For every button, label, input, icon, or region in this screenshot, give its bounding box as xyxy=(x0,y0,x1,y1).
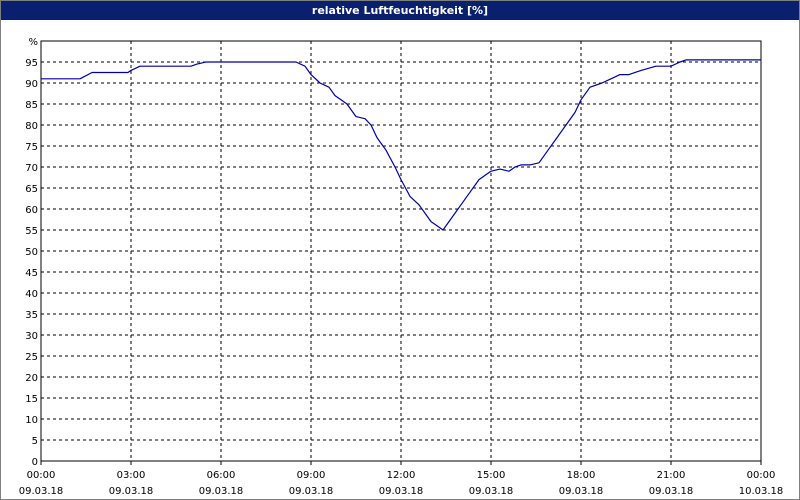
y-tick-label: 80 xyxy=(25,121,38,132)
x-tick-time: 21:00 xyxy=(657,470,686,481)
x-tick-date: 09.03.18 xyxy=(559,486,604,497)
axes xyxy=(40,40,762,465)
y-tick-label: 0 xyxy=(32,457,38,468)
x-tick-date: 09.03.18 xyxy=(199,486,244,497)
y-tick-label: 45 xyxy=(25,268,38,279)
series-layer xyxy=(41,59,761,231)
y-tick-label: 25 xyxy=(25,352,38,363)
x-tick-date: 09.03.18 xyxy=(379,486,424,497)
window-title: relative Luftfeuchtigkeit [%] xyxy=(1,1,799,20)
plot-frame xyxy=(40,40,762,462)
x-tick-time: 00:00 xyxy=(27,470,56,481)
y-tick-label: 85 xyxy=(25,100,38,111)
x-tick-time: 00:00 xyxy=(747,470,776,481)
x-tick-date: 09.03.18 xyxy=(19,486,64,497)
y-tick-label: 35 xyxy=(25,310,38,321)
x-tick-time: 15:00 xyxy=(477,470,506,481)
x-tick-date: 10.03.18 xyxy=(739,486,784,497)
y-tick-label: 95 xyxy=(25,58,38,69)
y-tick-label: 40 xyxy=(25,289,38,300)
y-tick-label: 10 xyxy=(25,415,38,426)
x-tick-date: 09.03.18 xyxy=(289,486,334,497)
x-tick-time: 12:00 xyxy=(387,470,416,481)
x-tick-time: 09:00 xyxy=(297,470,326,481)
y-tick-label: 50 xyxy=(25,247,38,258)
y-tick-label: 60 xyxy=(25,205,38,216)
y-tick-label: 55 xyxy=(25,226,38,237)
chart: 0 5 10 15 20 25 30 35 40 45 50 55 60 65 70 75 80 85 90 95% 0… xyxy=(19,37,784,497)
x-tick-date: 09.03.18 xyxy=(469,486,514,497)
grid xyxy=(41,41,761,461)
x-tick-time: 03:00 xyxy=(117,470,146,481)
y-tick-label: 20 xyxy=(25,373,38,384)
y-tick-label: 90 xyxy=(25,79,38,90)
y-axis-label: % xyxy=(28,37,38,48)
tick-labels: 0 5 10 15 20 25 30 35 40 45 50 55 60 65 70 75 80 85 90 95% 0… xyxy=(19,37,784,497)
y-tick-label: 5 xyxy=(32,436,38,447)
x-tick-time: 06:00 xyxy=(207,470,236,481)
x-tick-time: 18:00 xyxy=(567,470,596,481)
y-tick-label: 30 xyxy=(25,331,38,342)
y-tick-label: 15 xyxy=(25,394,38,405)
x-tick-date: 09.03.18 xyxy=(109,486,154,497)
x-tick-date: 09.03.18 xyxy=(649,486,694,497)
y-tick-label: 75 xyxy=(25,142,38,153)
y-tick-label: 70 xyxy=(25,163,38,174)
y-tick-label: 65 xyxy=(25,184,38,195)
series-line-humidity xyxy=(41,59,761,231)
